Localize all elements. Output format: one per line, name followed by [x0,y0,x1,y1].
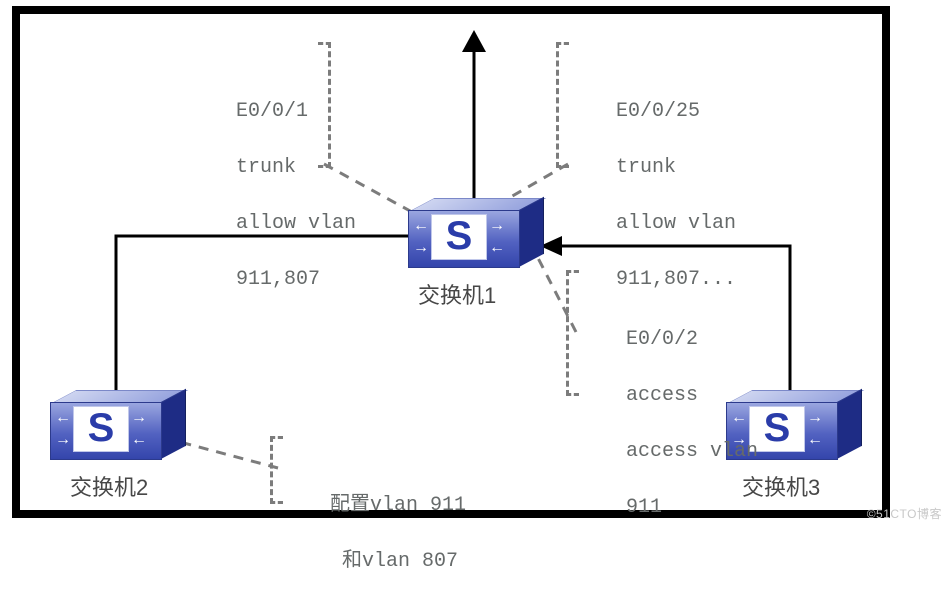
switch-1: S → ← ← → [408,210,548,270]
callout-line: trunk [616,156,676,179]
switch-2: S → ← ← → [50,402,190,462]
callout-line: 配置vlan 911 [330,494,466,517]
callout-line: allow vlan [236,212,356,235]
switch-symbol: S [73,406,129,452]
callout-vlan-note: 配置vlan 911 和vlan 807 [282,436,466,604]
callout-port2: E0/0/2 access access vlan 911 [578,270,758,550]
switch-2-label: 交换机2 [70,470,148,502]
watermark: ©51CTO博客 [867,505,942,522]
callout-line: access vlan [626,440,758,463]
callout-line: E0/0/1 [236,100,308,123]
callout-line: allow vlan [616,212,736,235]
callout-port1: E0/0/1 trunk allow vlan 911,807 [188,42,356,322]
switch-symbol: S [431,214,487,260]
callout-line: E0/0/2 [626,328,698,351]
callout-line: 和vlan 807 [330,550,458,573]
callout-line: E0/0/25 [616,100,700,123]
diagram-frame: S → ← ← → 交换机1 S → ← ← → 交换机2 S → ← ← → … [12,6,890,518]
switch-1-label: 交换机1 [418,278,496,310]
callout-line: access [626,384,698,407]
callout-line: trunk [236,156,296,179]
callout-line: 911 [626,496,662,519]
callout-line: 911,807 [236,268,320,291]
